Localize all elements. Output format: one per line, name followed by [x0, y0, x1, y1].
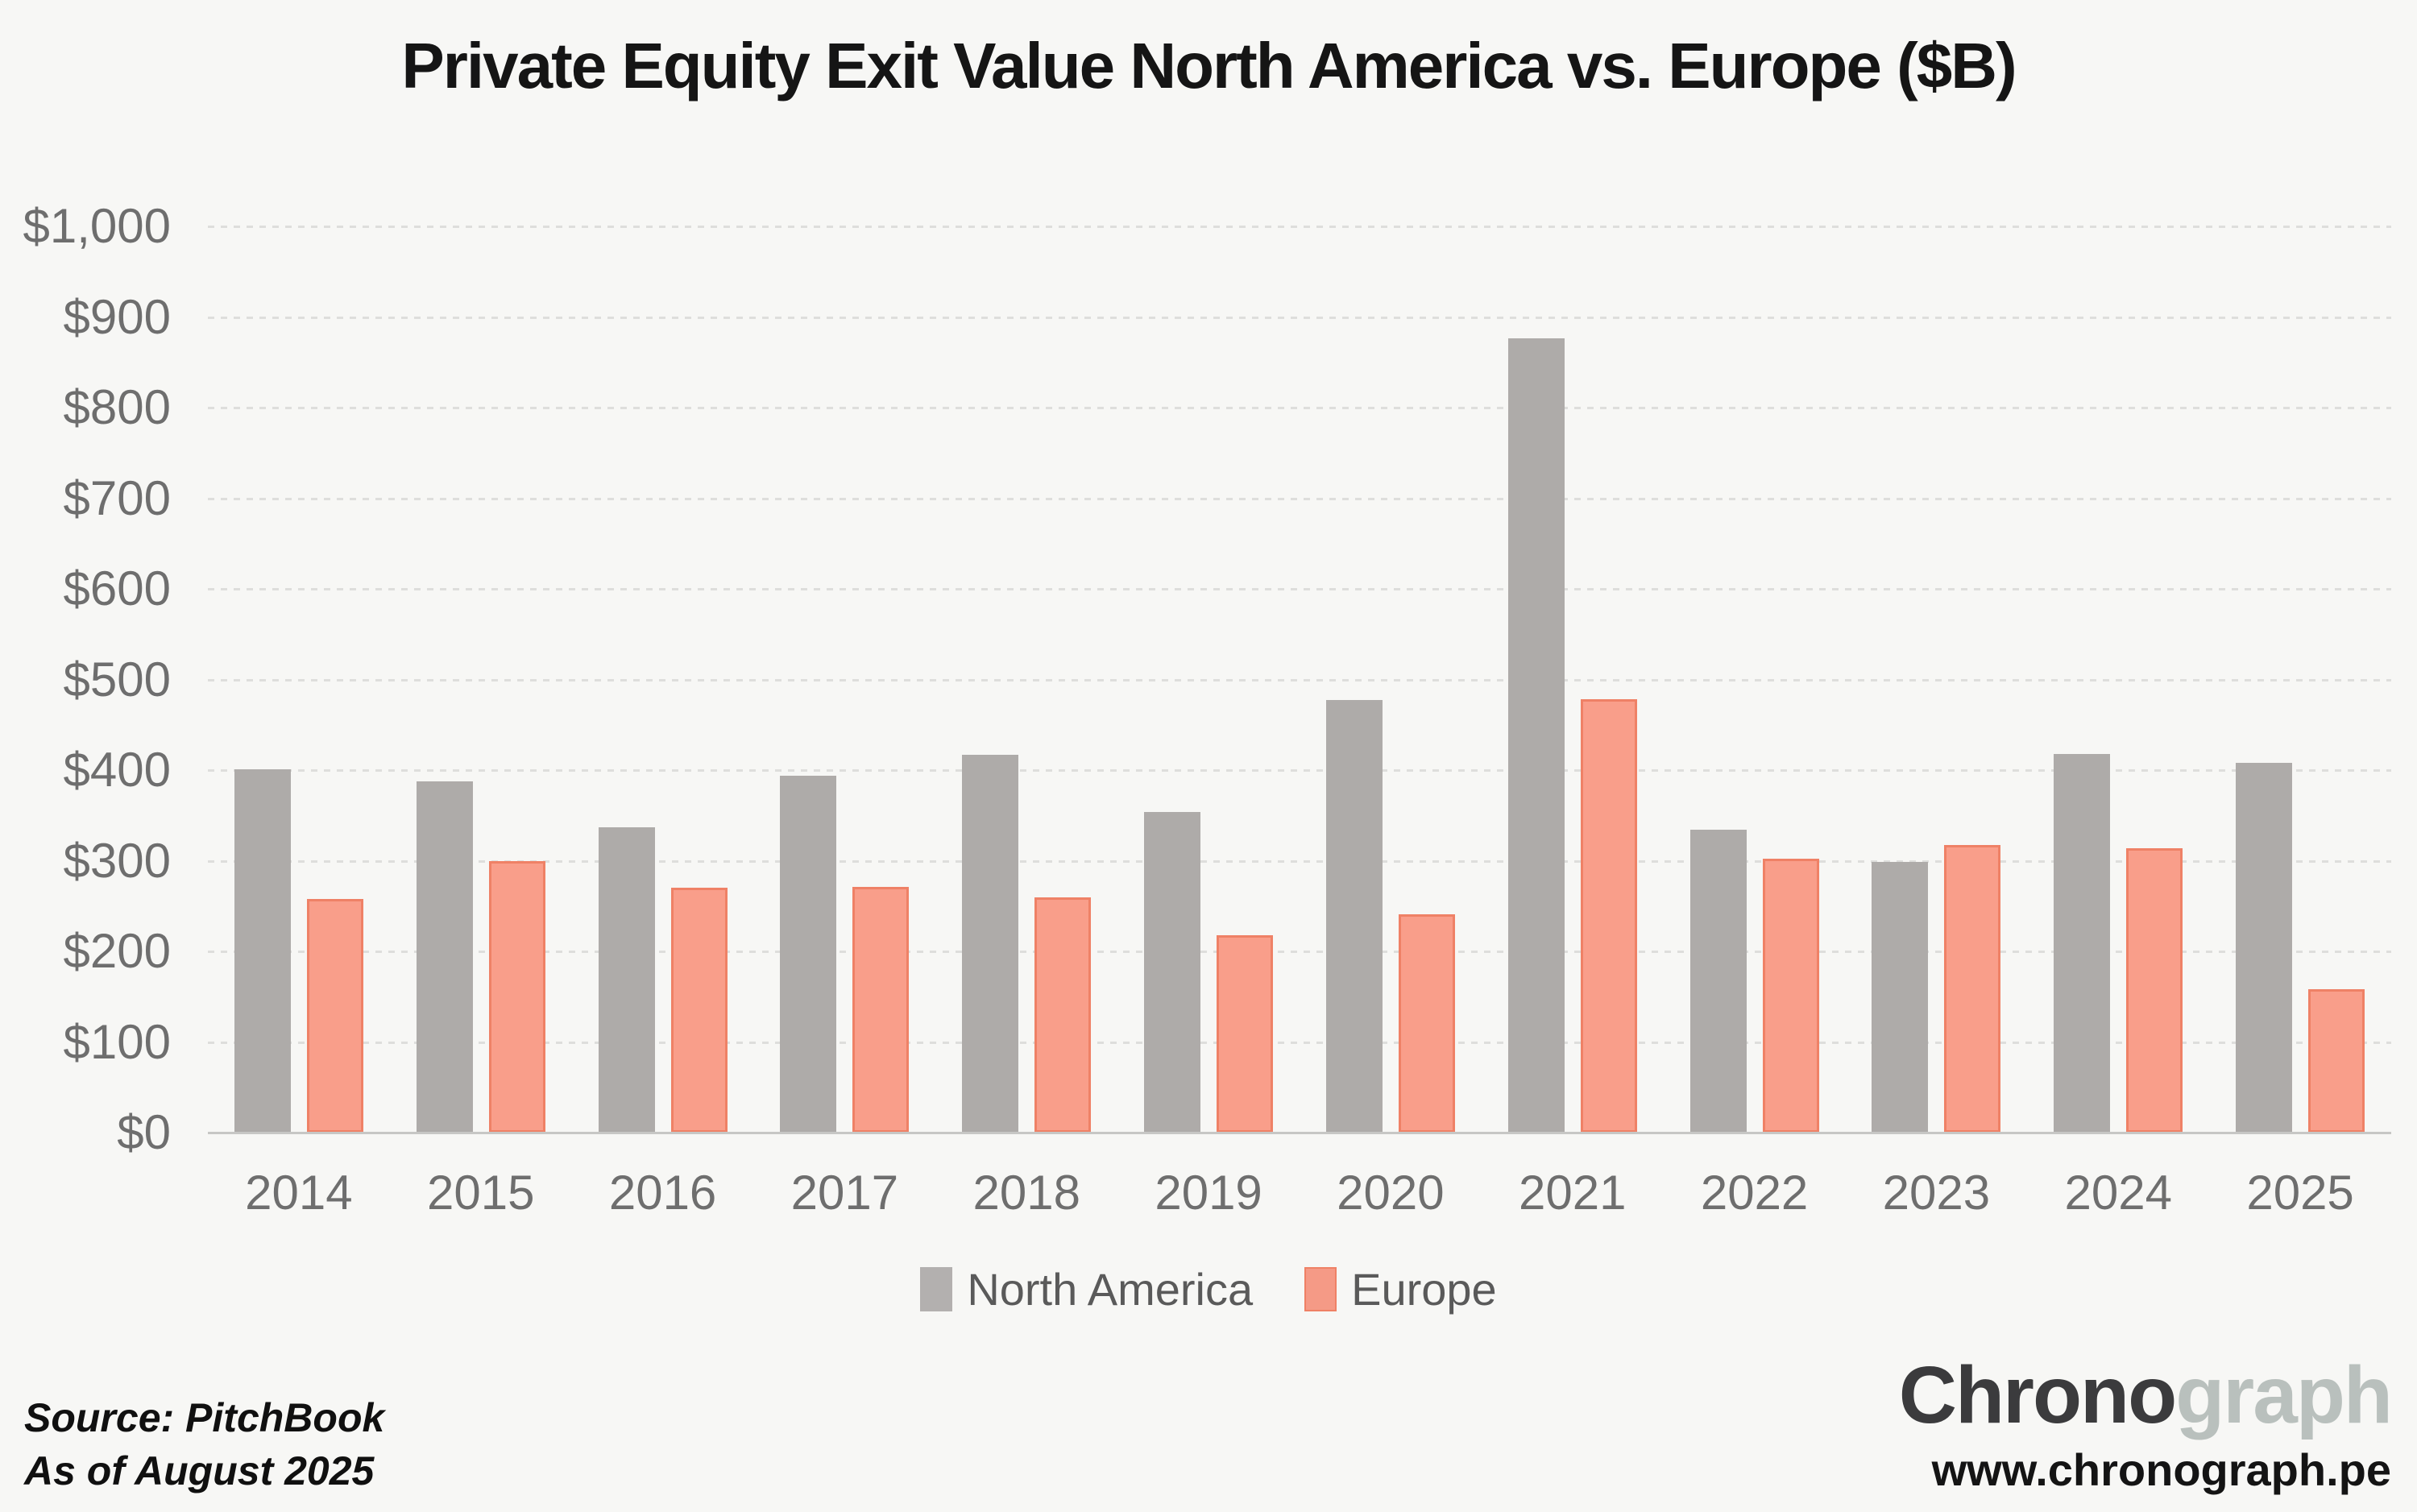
- gridline-300: [208, 860, 2391, 863]
- gridline-100: [208, 1041, 2391, 1044]
- gridline-200: [208, 951, 2391, 954]
- x-axis-label-2020: 2020: [1337, 1166, 1445, 1220]
- y-axis-label-900: $900: [63, 289, 171, 344]
- gridline-400: [208, 769, 2391, 773]
- x-axis-label-2014: 2014: [245, 1166, 353, 1220]
- y-axis-label-600: $600: [63, 561, 171, 616]
- source-line-1: Source: PitchBook: [24, 1395, 385, 1440]
- y-axis-label-700: $700: [63, 470, 171, 525]
- x-axis-label-2025: 2025: [2246, 1166, 2354, 1220]
- y-axis-label-800: $800: [63, 380, 171, 435]
- x-axis-label-2022: 2022: [1700, 1166, 1809, 1220]
- gridline-700: [208, 497, 2391, 500]
- x-axis-label-2016: 2016: [608, 1166, 717, 1220]
- bar-north-america-2022: [1689, 830, 1747, 1133]
- y-axis-label-1000: $1,000: [23, 199, 171, 254]
- europe-swatch-icon: [1304, 1267, 1337, 1311]
- bar-europe-2022: [1762, 859, 1819, 1133]
- logo-text-dark: Chrono: [1898, 1350, 2177, 1440]
- bar-north-america-2019: [1144, 811, 1201, 1133]
- gridline-900: [208, 316, 2391, 319]
- bar-europe-2017: [852, 887, 910, 1133]
- bar-north-america-2017: [780, 775, 837, 1133]
- north-america-swatch-icon: [920, 1267, 953, 1311]
- bar-north-america-2015: [416, 781, 473, 1133]
- x-axis-line: [208, 1132, 2391, 1134]
- source-line-2: As of August 2025: [24, 1448, 375, 1493]
- gridline-500: [208, 678, 2391, 681]
- bar-europe-2023: [1944, 845, 2001, 1133]
- bar-europe-2024: [2126, 847, 2183, 1133]
- bar-north-america-2014: [234, 768, 291, 1133]
- x-axis-label-2021: 2021: [1519, 1166, 1627, 1220]
- bar-europe-2016: [670, 888, 728, 1133]
- bar-north-america-2018: [962, 754, 1019, 1133]
- y-axis-label-400: $400: [63, 743, 171, 797]
- y-axis-label-500: $500: [63, 652, 171, 706]
- bar-north-america-2021: [1507, 338, 1565, 1133]
- x-axis-label-2017: 2017: [790, 1166, 899, 1220]
- bar-north-america-2023: [1872, 861, 1929, 1133]
- bar-europe-2025: [2308, 989, 2365, 1133]
- website-url: www.chronograph.pe: [1931, 1444, 2391, 1495]
- x-axis-label-2024: 2024: [2064, 1166, 2172, 1220]
- x-axis-label-2018: 2018: [972, 1166, 1080, 1220]
- source-note: Source: PitchBook As of August 2025: [24, 1391, 384, 1498]
- y-axis-label-0: $0: [117, 1105, 171, 1159]
- legend-item-north-america: North America: [920, 1263, 1253, 1315]
- bar-north-america-2016: [598, 826, 655, 1133]
- gridline-600: [208, 588, 2391, 591]
- legend: North America Europe: [0, 1263, 2417, 1315]
- branding: Chronograph www.chronograph.pe: [1898, 1350, 2393, 1496]
- chronograph-logo: Chronograph: [1898, 1350, 2393, 1440]
- bar-europe-2020: [1398, 913, 1455, 1133]
- bar-europe-2015: [488, 860, 545, 1133]
- legend-label-north-america: North America: [967, 1264, 1254, 1315]
- bar-europe-2018: [1034, 897, 1092, 1133]
- bar-north-america-2025: [2236, 763, 2293, 1133]
- bar-north-america-2024: [2054, 753, 2111, 1133]
- chart-title: Private Equity Exit Value North America …: [401, 30, 2017, 101]
- legend-item-europe: Europe: [1304, 1263, 1497, 1315]
- legend-label-europe: Europe: [1351, 1264, 1497, 1315]
- bar-europe-2014: [306, 898, 363, 1133]
- x-axis-label-2015: 2015: [427, 1166, 535, 1220]
- y-axis-label-100: $100: [63, 1014, 171, 1069]
- bar-north-america-2020: [1325, 700, 1383, 1133]
- y-axis-label-300: $300: [63, 833, 171, 888]
- bar-europe-2021: [1580, 699, 1637, 1133]
- gridline-1000: [208, 226, 2391, 229]
- x-axis-label-2019: 2019: [1155, 1166, 1262, 1220]
- x-axis-label-2023: 2023: [1882, 1166, 1991, 1220]
- bar-europe-2019: [1217, 934, 1274, 1133]
- y-axis-label-200: $200: [63, 924, 171, 979]
- logo-text-light: graph: [2175, 1350, 2393, 1440]
- gridline-800: [208, 407, 2391, 410]
